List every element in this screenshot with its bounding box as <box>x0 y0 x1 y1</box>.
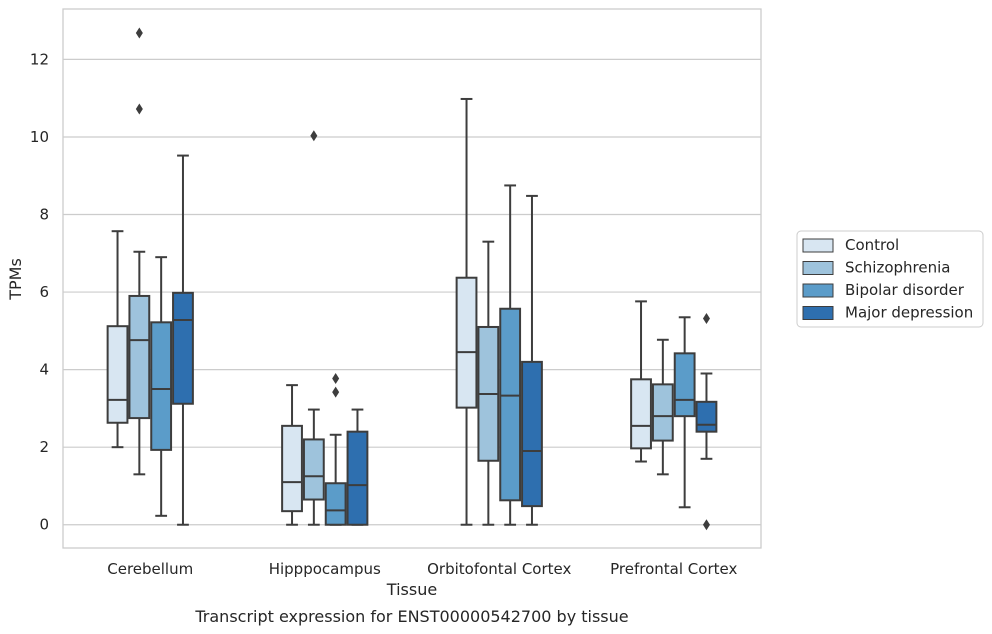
y-axis-label: TPMs <box>6 258 25 301</box>
box <box>630 378 652 450</box>
plot-frame <box>62 8 762 549</box>
box <box>651 383 674 442</box>
x-tick-label: Orbitofontal Cortex <box>427 560 571 578</box>
box-group <box>651 338 674 476</box>
legend-swatch <box>802 306 834 320</box>
box <box>455 276 478 409</box>
box-group <box>281 384 303 526</box>
box-group <box>477 240 500 526</box>
box-group <box>302 130 325 526</box>
box <box>521 360 543 508</box>
box-group <box>499 184 522 526</box>
box <box>128 294 151 420</box>
y-tick-label: 6 <box>39 283 49 301</box>
box <box>302 438 325 501</box>
box <box>150 321 173 451</box>
outlier-point <box>135 103 143 115</box>
plot-background <box>63 9 761 548</box>
box-group <box>630 300 652 463</box>
x-tick-labels: Cerebellum Hipppocampus Orbitofontal Corte… <box>107 560 737 578</box>
y-tick-label: 2 <box>39 438 49 456</box>
outlier-point <box>332 386 340 398</box>
box <box>106 325 129 424</box>
legend-label: Major depression <box>845 304 973 322</box>
y-tick-label: 8 <box>39 206 49 224</box>
y-tick-label: 0 <box>39 516 49 534</box>
box <box>499 307 522 502</box>
box-series <box>106 27 718 531</box>
legend-frame <box>796 230 984 328</box>
x-tick-label: Prefrontal Cortex <box>610 560 737 578</box>
outlier-point <box>332 373 340 385</box>
x-tick-label: Cerebellum <box>107 560 193 578</box>
box-group <box>150 256 173 517</box>
box-group <box>346 408 369 526</box>
y-tick-label: 10 <box>30 128 49 146</box>
y-tick-labels: 0 2 4 6 8 10 12 <box>30 50 49 533</box>
box <box>673 352 696 418</box>
y-tick-label: 4 <box>39 361 49 379</box>
box-group <box>324 373 347 526</box>
box-group <box>128 27 151 476</box>
outlier-point <box>702 519 710 531</box>
box-group <box>521 194 543 526</box>
box-group <box>106 230 129 449</box>
legend-label: Bipolar disorder <box>845 281 965 299</box>
box <box>172 291 194 405</box>
x-tick-label: Hipppocampus <box>269 560 381 578</box>
box-group <box>455 97 478 526</box>
outlier-point <box>310 130 318 142</box>
legend-label: Schizophrenia <box>845 259 950 277</box>
x-axis-label: Tissue <box>386 580 437 599</box>
box <box>695 400 718 433</box>
box <box>281 424 303 513</box>
box <box>346 430 369 526</box>
box-group <box>172 154 194 526</box>
outlier-point <box>702 312 710 324</box>
box-group <box>695 312 718 531</box>
box-group <box>673 316 696 509</box>
legend-label: Control <box>845 236 899 254</box>
legend-swatch <box>802 261 834 275</box>
legend: Control Schizophrenia Bipolar disorder Majo… <box>796 230 984 328</box>
box <box>324 482 347 526</box>
y-tick-label: 12 <box>30 50 49 68</box>
legend-swatch <box>802 238 834 253</box>
outlier-point <box>135 27 143 39</box>
legend-swatch <box>802 283 834 298</box>
chart-caption: Transcript expression for ENST0000054270… <box>194 607 628 626</box>
